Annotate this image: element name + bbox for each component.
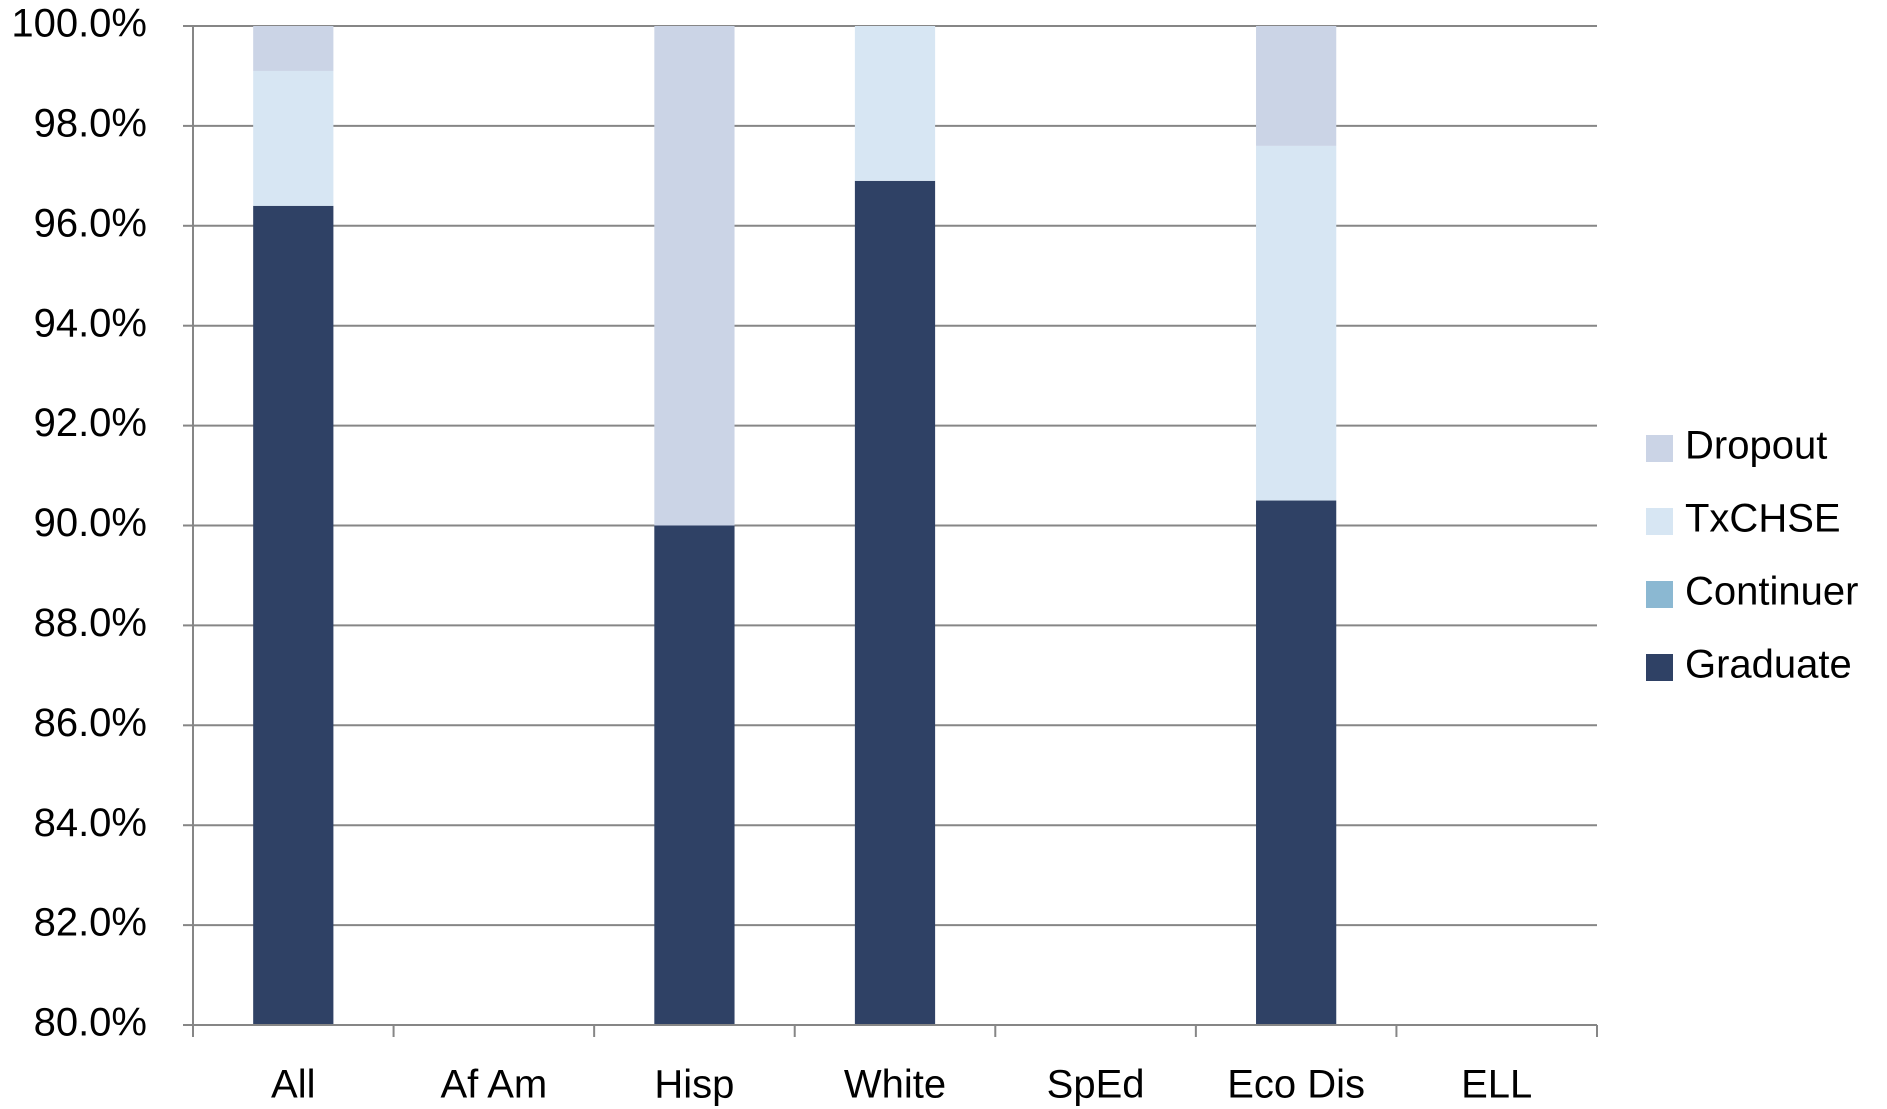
bar-segment — [253, 205, 334, 1025]
y-tick-label: 84.0% — [34, 801, 147, 845]
x-tick-label: Af Am — [441, 1063, 548, 1107]
bar-segment — [1256, 26, 1337, 146]
legend-label: Continuer — [1685, 570, 1858, 614]
bar-segment — [654, 26, 735, 526]
legend-swatch — [1646, 654, 1673, 681]
y-tick-label: 86.0% — [34, 701, 147, 745]
x-tick-label: SpEd — [1047, 1063, 1145, 1107]
x-tick-label: ELL — [1461, 1063, 1532, 1107]
legend-label: Graduate — [1685, 643, 1852, 687]
y-tick-label: 96.0% — [34, 201, 147, 245]
y-tick-label: 98.0% — [34, 101, 147, 145]
legend-swatch — [1646, 508, 1673, 535]
legend-swatch — [1646, 581, 1673, 608]
bar-segment — [253, 70, 334, 206]
y-tick-label: 80.0% — [34, 1001, 147, 1045]
y-tick-label: 94.0% — [34, 301, 147, 345]
y-tick-label: 88.0% — [34, 601, 147, 645]
y-tick-label: 92.0% — [34, 401, 147, 445]
x-tick-label: White — [844, 1063, 946, 1107]
y-tick-label: 90.0% — [34, 501, 147, 545]
bar-segment — [1256, 145, 1337, 501]
legend-label: Dropout — [1685, 424, 1827, 468]
bar-segment — [854, 180, 936, 1026]
legend-label: TxCHSE — [1685, 497, 1841, 541]
bar-segment — [654, 525, 735, 1025]
y-tick-label: 100.0% — [11, 2, 147, 46]
bar-segment — [1256, 500, 1337, 1025]
legend-swatch — [1646, 435, 1673, 462]
y-tick-label: 82.0% — [34, 901, 147, 945]
bar-segment — [253, 26, 334, 71]
x-tick-label: All — [271, 1063, 315, 1107]
bar-segment — [854, 26, 936, 181]
x-tick-label: Hisp — [654, 1063, 734, 1107]
x-tick-label: Eco Dis — [1227, 1063, 1365, 1107]
